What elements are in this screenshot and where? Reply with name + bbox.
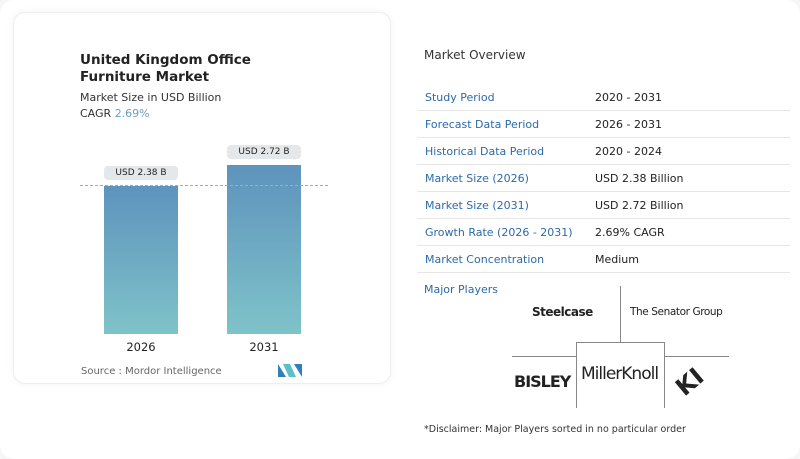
logo-bisley: BISLEY — [514, 372, 571, 391]
mordor-logo-icon — [278, 364, 302, 377]
overview-row: Market Size (2026) USD 2.38 Billion — [417, 165, 790, 192]
row-value: 2026 - 2031 — [595, 118, 662, 131]
logo-steelcase: Steelcase — [532, 305, 593, 319]
x-tick-label: 2031 — [249, 340, 279, 354]
row-value: USD 2.72 Billion — [595, 199, 684, 212]
divider — [512, 356, 576, 357]
logo-millerknoll: MillerKnoll — [581, 364, 659, 384]
overview-row: Study Period 2020 - 2031 — [417, 84, 790, 111]
major-players-title: Major Players — [424, 283, 498, 296]
overview-row: Growth Rate (2026 - 2031) 2.69% CAGR — [417, 219, 790, 246]
chart-card — [13, 12, 391, 384]
row-value: USD 2.38 Billion — [595, 172, 684, 185]
row-value: 2.69% CAGR — [595, 226, 665, 239]
cagr-value: 2.69% — [114, 107, 150, 120]
row-label: Historical Data Period — [425, 145, 545, 158]
overview-row: Historical Data Period 2020 - 2024 — [417, 138, 790, 165]
bar-2026 — [104, 186, 178, 334]
chart-title: United Kingdom Office Furniture Market — [80, 52, 251, 85]
row-label: Market Concentration — [425, 253, 545, 266]
row-value: Medium — [595, 253, 639, 266]
overview-row: Market Concentration Medium — [417, 246, 790, 273]
cagr: CAGR 2.69% — [80, 107, 150, 120]
row-label: Market Size (2026) — [425, 172, 529, 185]
source: Source : Mordor Intelligence — [81, 366, 222, 377]
row-label: Market Size (2031) — [425, 199, 529, 212]
logo-box — [576, 342, 665, 408]
chart-subtitle: Market Size in USD Billion — [80, 91, 222, 104]
data-label: USD 2.72 B — [227, 145, 301, 159]
data-label: USD 2.38 B — [104, 166, 178, 181]
reference-line — [80, 185, 328, 186]
row-value: 2020 - 2024 — [595, 145, 662, 158]
divider — [620, 286, 621, 343]
row-label: Growth Rate (2026 - 2031) — [425, 226, 573, 239]
overview-title: Market Overview — [424, 48, 526, 62]
row-label: Forecast Data Period — [425, 118, 540, 131]
logo-senator-group: The Senator Group — [630, 306, 723, 318]
divider — [665, 356, 729, 357]
overview-row: Forecast Data Period 2026 - 2031 — [417, 111, 790, 138]
row-label: Study Period — [425, 91, 495, 104]
bar-2031 — [227, 165, 301, 334]
row-value: 2020 - 2031 — [595, 91, 662, 104]
cagr-label: CAGR — [80, 107, 112, 120]
overview-row: Market Size (2031) USD 2.72 Billion — [417, 192, 790, 219]
x-tick-label: 2026 — [126, 340, 156, 354]
disclaimer: *Disclaimer: Major Players sorted in no … — [424, 424, 686, 435]
